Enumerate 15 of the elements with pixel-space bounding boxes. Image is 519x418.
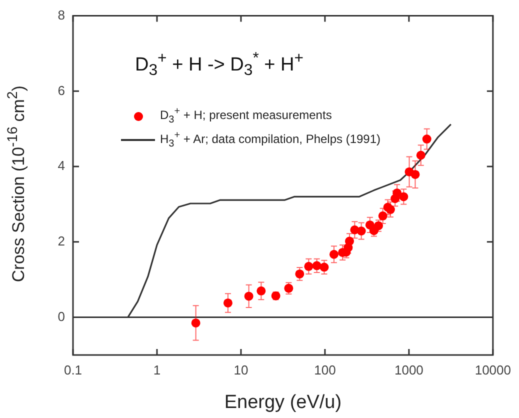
- y-tick-label: 8: [58, 7, 65, 22]
- x-axis-title: Energy (eV/u): [224, 392, 342, 413]
- legend-label: D$_{3}$$^{+}$ + H; present measurements: [160, 106, 332, 126]
- y-tick-label: 6: [58, 82, 65, 98]
- x-tick-label: 10000: [474, 362, 512, 378]
- annotation: D$_{3}$$^{+}$ + H -> D$_{3}$$^{*}$ + H$^{+}$: [135, 50, 304, 80]
- y-tick-label: 0: [58, 308, 65, 324]
- y-tick-label: 2: [58, 234, 65, 249]
- y-tick-label: 4: [58, 158, 65, 174]
- x-tick-label: 100: [314, 362, 336, 378]
- x-tick-label: 0.1: [64, 362, 82, 378]
- x-tick-label: 10: [234, 362, 248, 378]
- legend-label: H$_{3}$$^{+}$ + Ar; data compilation, Phelps (1991): [160, 130, 381, 150]
- x-tick-label: 1: [153, 362, 161, 378]
- x-tick-label: 1000: [394, 362, 424, 378]
